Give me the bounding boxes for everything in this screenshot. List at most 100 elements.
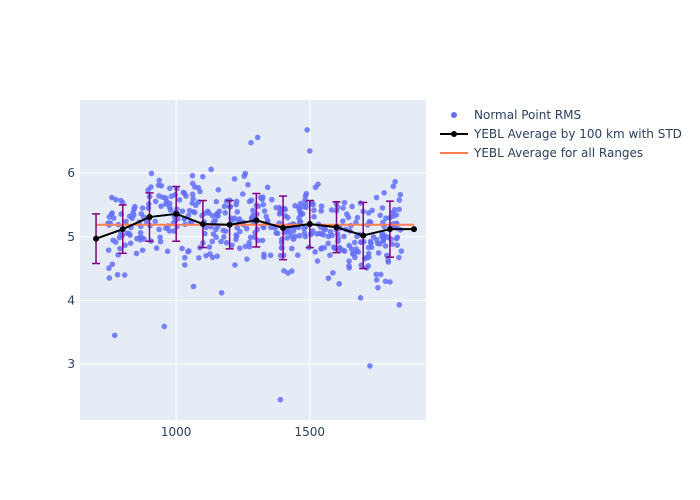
scatter-point — [110, 237, 116, 244]
average-point — [253, 217, 260, 224]
scatter-point — [259, 237, 266, 244]
average-point — [146, 214, 153, 221]
scatter-point — [222, 210, 229, 216]
average-point — [410, 226, 417, 233]
scatter-point — [357, 295, 364, 301]
average-point — [386, 226, 393, 233]
scatter-point — [119, 199, 126, 206]
scatter-point — [143, 218, 150, 225]
scatter-point — [182, 262, 188, 268]
scatter-point — [398, 248, 405, 254]
scatter-point — [328, 207, 335, 213]
scatter-point — [189, 191, 196, 198]
scatter-point — [105, 247, 112, 253]
tick-labels: 1000 1500 3 4 5 6 — [67, 166, 325, 439]
scatter-point — [152, 218, 159, 225]
scatter-point — [373, 271, 380, 278]
average-point — [333, 224, 340, 231]
scatter-point — [288, 245, 295, 252]
scatter-point — [164, 248, 171, 255]
scatter-point — [168, 193, 175, 200]
scatter-point — [290, 228, 297, 234]
scatter-point — [318, 203, 325, 209]
scatter-point — [340, 205, 346, 211]
scatter-point — [221, 234, 227, 240]
scatter-point — [242, 243, 249, 250]
scatter-point — [282, 213, 289, 219]
scatter-point — [261, 254, 267, 260]
scatter-point — [156, 193, 162, 199]
average-point — [226, 221, 233, 228]
scatter-point — [246, 198, 253, 205]
scatter-point — [393, 212, 400, 218]
scatter-point — [366, 218, 373, 225]
scatter-point — [397, 191, 404, 198]
scatter-point — [208, 166, 214, 173]
scatter-point — [348, 246, 355, 252]
scatter-point — [196, 255, 202, 261]
scatter-point — [171, 228, 177, 234]
scatter-point — [250, 207, 256, 214]
scatter-point — [349, 203, 355, 210]
scatter-point — [260, 224, 267, 231]
scatter-point — [156, 226, 162, 233]
scatter-point — [318, 245, 325, 251]
scatter-point — [158, 203, 164, 210]
scatter-point — [315, 181, 321, 188]
scatter-point — [369, 207, 375, 214]
scatter-point — [248, 139, 254, 146]
scatter-point — [189, 200, 196, 206]
scatter-point — [354, 214, 361, 221]
scatter-point — [157, 238, 164, 245]
scatter-point — [138, 211, 145, 217]
legend-label-points: Normal Point RMS — [474, 108, 581, 122]
scatter-point — [243, 225, 250, 232]
scatter-point — [384, 234, 391, 240]
scatter-point — [352, 254, 358, 261]
legend-item-points[interactable]: Normal Point RMS — [451, 108, 581, 122]
scatter-point — [156, 177, 163, 184]
scatter-point — [212, 217, 219, 224]
average-point — [119, 226, 126, 233]
scatter-point — [114, 271, 121, 278]
x-tick-label: 1000 — [161, 425, 192, 439]
scatter-point — [161, 323, 167, 330]
scatter-point — [223, 239, 230, 246]
scatter-point — [346, 258, 352, 264]
scatter-point — [106, 265, 112, 272]
scatter-point — [127, 240, 134, 247]
scatter-point — [375, 284, 381, 291]
legend-item-overall[interactable]: YEBL Average for all Ranges — [440, 146, 643, 160]
scatter-point — [311, 213, 317, 220]
scatter-point — [325, 233, 332, 240]
scatter-point — [261, 208, 268, 214]
scatter-point — [396, 302, 403, 308]
legend-marker-points — [451, 112, 457, 118]
scatter-point — [341, 199, 348, 206]
scatter-point — [233, 198, 240, 205]
scatter-point — [396, 254, 402, 261]
scatter-point — [325, 275, 332, 282]
scatter-point — [233, 232, 240, 238]
scatter-point — [259, 194, 266, 201]
legend: Normal Point RMS YEBL Average by 100 km … — [440, 108, 682, 160]
scatter-point — [302, 193, 309, 199]
scatter-point — [314, 258, 321, 264]
scatter-point — [189, 172, 196, 179]
scatter-point — [117, 245, 123, 252]
legend-item-average[interactable]: YEBL Average by 100 km with STD — [440, 127, 682, 141]
scatter-point — [200, 173, 206, 180]
scatter-point — [166, 200, 173, 207]
scatter-point — [139, 205, 146, 211]
scatter-point — [292, 202, 298, 209]
scatter-point — [354, 233, 360, 240]
scatter-point — [137, 229, 144, 236]
scatter-point — [260, 201, 267, 208]
scatter-point — [336, 281, 342, 287]
legend-label-overall: YEBL Average for all Ranges — [473, 146, 643, 160]
scatter-point — [341, 248, 348, 254]
scatter-point — [247, 234, 254, 241]
average-point — [280, 224, 287, 231]
scatter-point — [122, 242, 128, 248]
scatter-point — [192, 184, 198, 190]
